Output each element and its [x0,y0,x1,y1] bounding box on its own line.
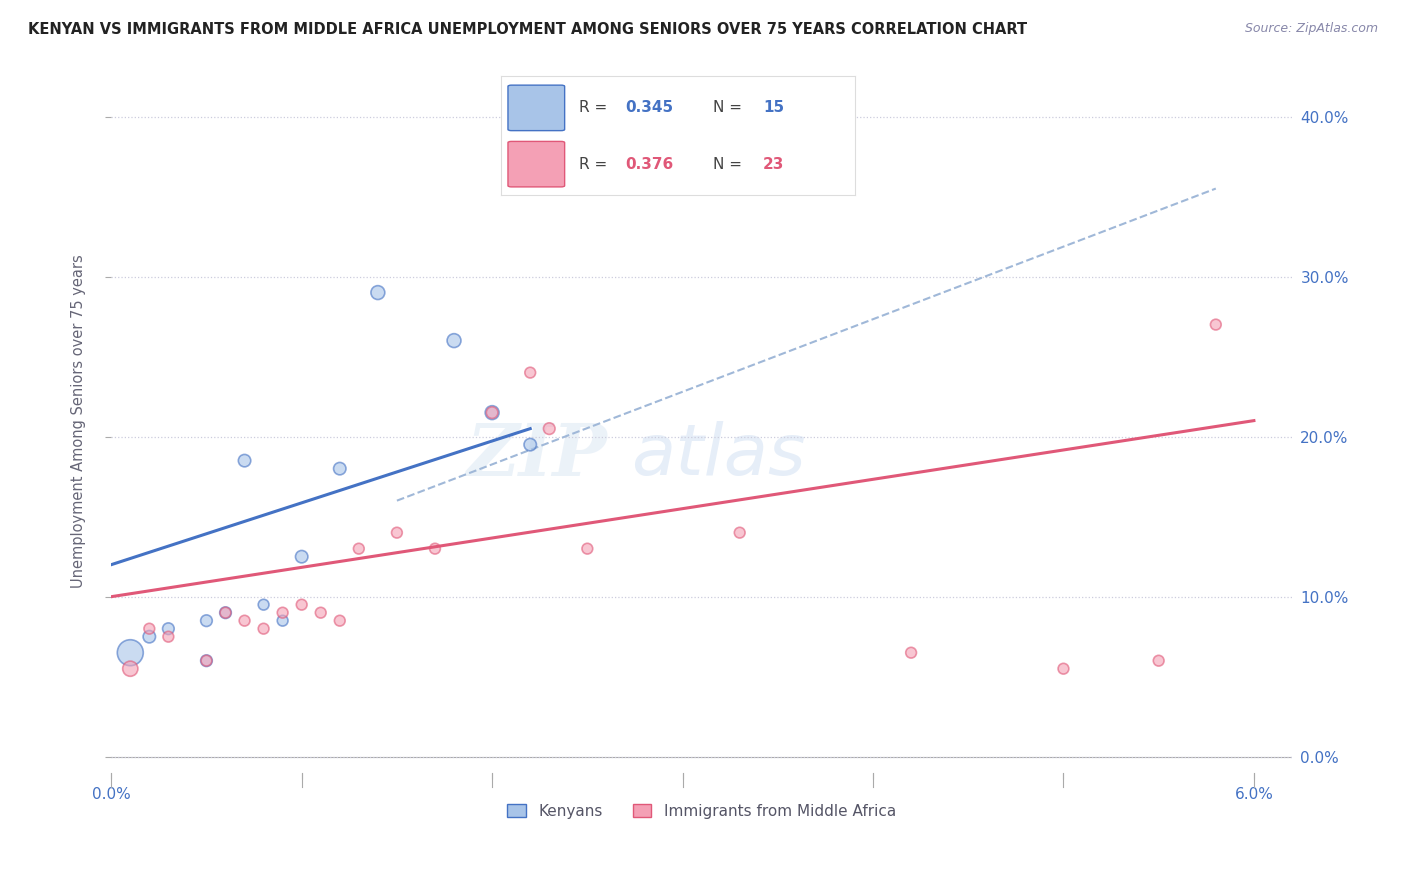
Point [385,525,408,540]
Point [138,630,160,644]
Point [367,285,389,300]
Text: ZIP: ZIP [467,420,607,491]
Legend: Kenyans, Immigrants from Middle Africa: Kenyans, Immigrants from Middle Africa [502,797,901,825]
Point [252,622,274,636]
Point [214,606,236,620]
Point [157,630,180,644]
Point [157,622,180,636]
Point [519,366,541,380]
Point [1052,662,1074,676]
Point [195,654,218,668]
Point [138,622,160,636]
Point [329,614,352,628]
Point [423,541,446,556]
Point [728,525,751,540]
Point [195,614,218,628]
Point [252,598,274,612]
Point [481,406,503,420]
Point [329,461,352,475]
Point [291,598,314,612]
Point [120,662,142,676]
Text: Source: ZipAtlas.com: Source: ZipAtlas.com [1244,22,1378,36]
Point [538,422,561,436]
Text: KENYAN VS IMMIGRANTS FROM MIDDLE AFRICA UNEMPLOYMENT AMONG SENIORS OVER 75 YEARS: KENYAN VS IMMIGRANTS FROM MIDDLE AFRICA … [28,22,1028,37]
Point [214,606,236,620]
Text: atlas: atlas [631,421,806,491]
Point [481,406,503,420]
Point [347,541,370,556]
Point [309,606,332,620]
Point [195,654,218,668]
Point [120,646,142,660]
Point [271,614,294,628]
Point [576,541,599,556]
Point [233,453,256,467]
Point [233,614,256,628]
Point [1147,654,1170,668]
Point [1205,318,1227,332]
Point [519,437,541,451]
Y-axis label: Unemployment Among Seniors over 75 years: Unemployment Among Seniors over 75 years [72,253,86,588]
Point [900,646,922,660]
Point [271,606,294,620]
Point [443,334,465,348]
Point [291,549,314,564]
